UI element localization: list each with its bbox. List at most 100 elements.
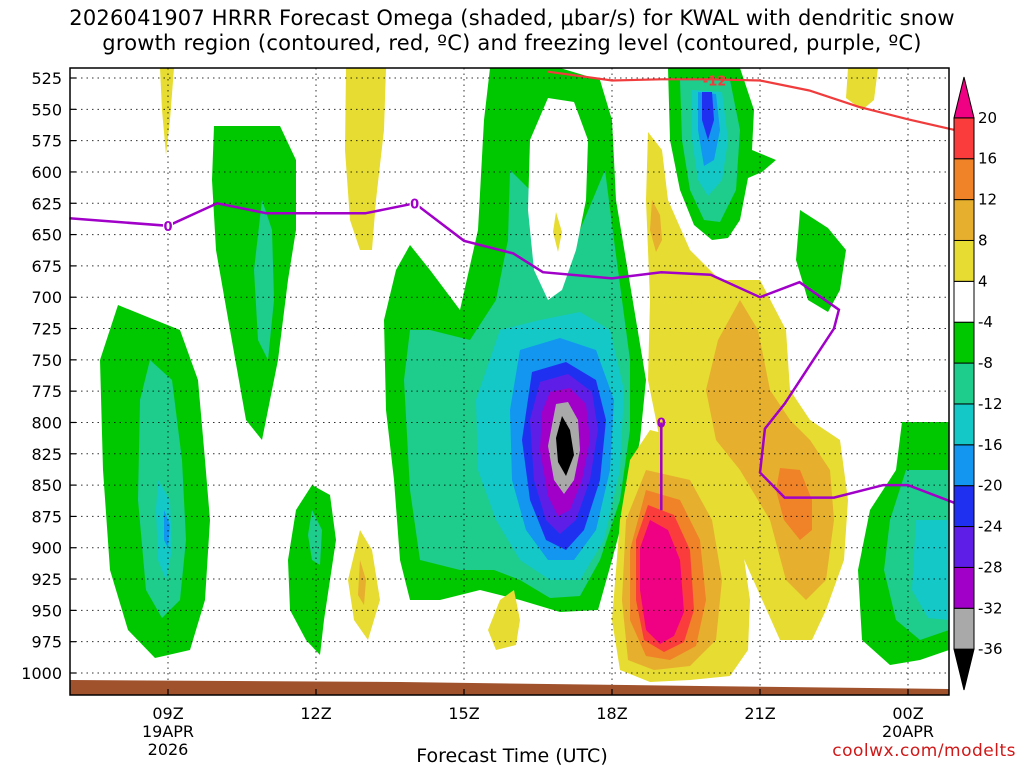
colorbar-label--12: -12 <box>978 395 1003 413</box>
x-tick-label-00Z: 00Z <box>892 704 923 723</box>
colorbar-segment-7 <box>953 362 975 405</box>
y-tick-label-775: 775 <box>31 382 62 401</box>
y-tick-label-850: 850 <box>31 476 62 495</box>
x-tick-label-15Z: 15Z <box>448 704 479 723</box>
y-tick-label-800: 800 <box>31 413 62 432</box>
x-tick-date-09Z: 19APR <box>142 722 194 741</box>
omega-shading <box>100 68 949 682</box>
omega-region-black-core <box>556 416 574 476</box>
y-tick-label-625: 625 <box>31 194 62 213</box>
colorbar-label-12: 12 <box>978 191 997 209</box>
colorbar-label-16: 16 <box>978 150 997 168</box>
omega-region-yellow-dot-17z <box>553 212 562 252</box>
ground-surface <box>70 680 949 695</box>
y-tick-label-725: 725 <box>31 320 62 339</box>
colorbar-label--32: -32 <box>978 599 1003 617</box>
omega-region-teal-12z-low <box>308 510 322 565</box>
colorbar-label--28: -28 <box>978 558 1003 576</box>
y-axis: 525 550 575 600 625 650 675 700 725 750 775 800 825 8… <box>21 69 76 683</box>
omega-region-blue-left <box>164 510 170 548</box>
omega-region-green-22z <box>796 210 846 312</box>
colorbar-segment-13 <box>953 117 975 160</box>
y-tick-label-925: 925 <box>31 570 62 589</box>
colorbar-segment-1 <box>953 607 975 650</box>
gridlines <box>70 68 949 695</box>
x-tick-date-00Z: 20APR <box>882 722 934 741</box>
plot-frame <box>69 67 950 696</box>
colorbar-segment-10 <box>953 239 975 282</box>
colorbar-segment-4 <box>953 485 975 528</box>
x-axis-label: Forecast Time (UTC) <box>416 745 608 767</box>
colorbar-segment-0 <box>953 648 975 691</box>
colorbar-label--16: -16 <box>978 436 1003 454</box>
y-tick-label-675: 675 <box>31 257 62 276</box>
freezing-label-bg-0 <box>163 217 173 233</box>
y-tick-label-875: 875 <box>31 507 62 526</box>
omega-region-yellow-top-left <box>160 68 174 155</box>
x-tick-label-21Z: 21Z <box>744 704 775 723</box>
colorbar-segment-8 <box>953 321 975 364</box>
freezing-level-spike-label: 0 <box>657 416 666 431</box>
y-tick-label-975: 975 <box>31 633 62 652</box>
dgz-contour-label: -12 <box>703 75 727 90</box>
colorbar-segment-6 <box>953 403 975 446</box>
omega-region-darkorange-22z <box>776 468 812 540</box>
colorbar: -36 -32 -28 -24 -20 -16 -12 -8 -4 4 8 12 16 20 <box>953 76 1003 691</box>
omega-region-cyan-00z <box>912 520 949 620</box>
omega-region-yellow-23z-top <box>846 68 878 110</box>
y-tick-label-525: 525 <box>31 69 62 88</box>
omega-region-orange-small-19z <box>650 200 662 252</box>
colorbar-label-20: 20 <box>978 109 997 127</box>
title-line-2: growth region (contoured, red, ºC) and f… <box>102 31 922 55</box>
y-tick-label-825: 825 <box>31 445 62 464</box>
dgz-contour <box>547 70 958 132</box>
y-tick-label-550: 550 <box>31 100 62 119</box>
x-tick-label-09Z: 09Z <box>152 704 183 723</box>
omega-region-white-hole-17z <box>528 98 588 300</box>
omega-region-magenta-core <box>640 520 684 644</box>
colorbar-segment-9 <box>953 280 975 323</box>
colorbar-segment-14 <box>953 76 975 119</box>
colorbar-label--20: -20 <box>978 477 1003 495</box>
x-tick-label-12Z: 12Z <box>300 704 331 723</box>
omega-region-orange-13z-low <box>358 560 366 605</box>
omega-region-green-10z <box>212 126 296 440</box>
colorbar-label--36: -36 <box>978 640 1003 658</box>
y-tick-label-600: 600 <box>31 163 62 182</box>
ground-layer <box>70 680 949 695</box>
y-tick-label-575: 575 <box>31 132 62 151</box>
y-tick-label-650: 650 <box>31 226 62 245</box>
colorbar-label--24: -24 <box>978 518 1003 536</box>
y-tick-label-900: 900 <box>31 539 62 558</box>
omega-region-yellow-13z <box>345 68 386 250</box>
colorbar-label-4: 4 <box>978 272 988 290</box>
omega-region-blue-20z-top <box>702 92 714 140</box>
freezing-level-contour <box>69 201 958 506</box>
y-tick-label-750: 750 <box>31 351 62 370</box>
omega-region-yellow-16z-low <box>488 590 520 650</box>
colorbar-segment-12 <box>953 158 975 201</box>
colorbar-segment-11 <box>953 199 975 241</box>
colorbar-segment-5 <box>953 444 975 487</box>
chart-title: 2026041907 HRRR Forecast Omega (shaded, … <box>0 6 1024 56</box>
freezing-level-label-1: 0 <box>410 197 419 212</box>
freezing-level-label-0: 0 <box>163 220 172 235</box>
y-tick-label-1000: 1000 <box>21 664 62 683</box>
title-line-1: 2026041907 HRRR Forecast Omega (shaded, … <box>69 6 955 30</box>
colorbar-segment-2 <box>953 566 975 609</box>
x-tick-year-09Z: 2026 <box>148 740 189 759</box>
colorbar-label--4: -4 <box>978 313 993 331</box>
contours: 0 0 0 -12 <box>69 70 958 511</box>
credit-text: coolwx.com/modelts <box>832 741 1016 761</box>
x-tick-label-18Z: 18Z <box>596 704 627 723</box>
y-tick-label-950: 950 <box>31 601 62 620</box>
colorbar-segment-3 <box>953 526 975 568</box>
omega-region-green-12z-low <box>288 485 336 655</box>
freezing-label-bg-1 <box>409 195 420 211</box>
y-tick-label-700: 700 <box>31 288 62 307</box>
colorbar-label--8: -8 <box>978 354 993 372</box>
omega-region-teal-10z <box>254 200 274 360</box>
colorbar-label-8: 8 <box>978 231 988 249</box>
